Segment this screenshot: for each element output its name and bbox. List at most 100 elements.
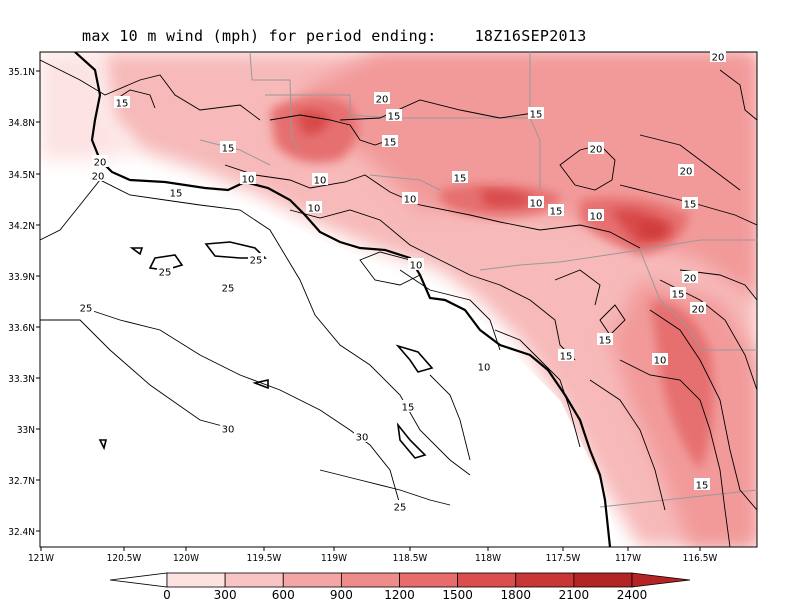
lat-label: 33.3N [8, 374, 35, 385]
contour-label: 10 [528, 196, 544, 210]
contour-label: 20 [682, 271, 698, 285]
contour-label: 25 [248, 253, 264, 267]
lat-label: 34.2N [8, 221, 35, 232]
contour-label-text: 25 [80, 304, 93, 315]
contour-label-text: 15 [599, 336, 612, 347]
contour-label-text: 15 [222, 144, 235, 155]
colorbar-label: 1200 [384, 588, 415, 600]
contour-label: 10 [588, 209, 604, 223]
contour-label-text: 10 [314, 176, 327, 187]
contour-label: 15 [597, 333, 613, 347]
longitude-axis: 121W 120.5W 120W 119.5W 119W 118.5W 118W… [28, 547, 717, 564]
contour-label-text: 15 [696, 481, 709, 492]
lon-label: 116.5W [683, 553, 718, 564]
contour-label: 25 [78, 301, 94, 315]
contour-label-text: 20 [590, 145, 603, 156]
contour-label: 20 [710, 50, 726, 64]
contour-label-text: 25 [159, 268, 172, 279]
lon-label: 119W [321, 553, 347, 564]
contour-label-text: 10 [410, 261, 423, 272]
contour-label: 10 [402, 192, 418, 206]
lon-label: 117W [615, 553, 641, 564]
contour-label: 15 [220, 141, 236, 155]
contour-label-text: 10 [654, 356, 667, 367]
contour-label: 15 [452, 171, 468, 185]
contour-label: 20 [374, 92, 390, 106]
map-overlays [40, 52, 757, 547]
contour-label-text: 25 [250, 256, 263, 267]
contour-label: 10 [306, 201, 322, 215]
contour-label-text: 30 [222, 425, 235, 436]
colorbar-cell [399, 572, 459, 588]
colorbar-label: 0 [163, 588, 171, 600]
colorbar-label: 2400 [617, 588, 648, 600]
contour-label: 20 [690, 302, 706, 316]
contour-label-text: 15 [672, 290, 685, 301]
contour-label: 15 [114, 96, 130, 110]
colorbar-left-arrow [109, 572, 168, 588]
contour-label: 15 [558, 349, 574, 363]
contour-label-text: 15 [560, 352, 573, 363]
contour-label-text: 15 [116, 99, 129, 110]
lat-label: 32.7N [8, 476, 35, 487]
colorbar-label: 900 [330, 588, 353, 600]
contour-label: 30 [220, 422, 236, 436]
contour-label: 15 [548, 204, 564, 218]
colorbar-cell [457, 572, 517, 588]
contour-label-text: 20 [712, 53, 725, 64]
colorbar-label: 300 [214, 588, 237, 600]
contour-label: 10 [408, 258, 424, 272]
contour-label-text: 10 [590, 212, 603, 223]
lon-label: 117.5W [546, 553, 581, 564]
contour-label: 15 [682, 197, 698, 211]
contour-label-text: 25 [394, 503, 407, 514]
contour-labels: 20 15 20 15 15 15 10 10 10 15 10 15 10 15 20 20 20 15 15 20… [78, 50, 726, 514]
colorbar-cell [515, 572, 575, 588]
lat-label: 34.8N [8, 118, 35, 129]
contour-label-text: 25 [222, 284, 235, 295]
contour-label: 10 [652, 353, 668, 367]
contour-label: 15 [382, 135, 398, 149]
colorbar-cell [166, 572, 226, 588]
colorbar-label: 1500 [442, 588, 473, 600]
contour-label-text: 15 [454, 174, 467, 185]
colorbar-cell [573, 572, 633, 588]
contour-label: 15 [386, 109, 402, 123]
lat-label: 33N [17, 425, 35, 436]
colorbar-cell [340, 572, 400, 588]
contour-label-text: 15 [530, 110, 543, 121]
colorbar: 0 300 600 900 1200 1500 1800 2100 2400 [109, 572, 691, 600]
contour-label: 15 [400, 400, 416, 414]
contour-label-text: 10 [404, 195, 417, 206]
contour-label: 25 [392, 500, 408, 514]
lon-label: 120.5W [107, 553, 142, 564]
contour-label: 10 [240, 172, 256, 186]
contour-label: 10 [312, 173, 328, 187]
contour-label-text: 10 [242, 175, 255, 186]
colorbar-label: 1800 [500, 588, 531, 600]
title-text: max 10 m wind (mph) for period ending: [82, 27, 437, 45]
contour-label-text: 15 [384, 138, 397, 149]
lat-label: 33.9N [8, 272, 35, 283]
colorbar-label: 2100 [559, 588, 590, 600]
contour-label-text: 10 [308, 204, 321, 215]
lat-label: 34.5N [8, 170, 35, 181]
contour-label-text: 15 [170, 189, 183, 200]
lon-label: 120W [173, 553, 199, 564]
contour-label-text: 15 [550, 207, 563, 218]
contour-label-text: 20 [680, 167, 693, 178]
colorbar-cell [224, 572, 284, 588]
contour-label-text: 20 [376, 95, 389, 106]
lat-label: 35.1N [8, 67, 35, 78]
contour-label-text: 20 [92, 172, 105, 183]
contour-label-text: 15 [388, 112, 401, 123]
contour-label: 20 [92, 155, 108, 169]
colorbar-right-arrow [631, 572, 691, 588]
valid-time: 18Z16SEP2013 [474, 27, 587, 45]
contour-label: 30 [354, 430, 370, 444]
lat-label: 33.6N [8, 323, 35, 334]
contour-label: 20 [588, 142, 604, 156]
lon-label: 118W [475, 553, 501, 564]
contour-label: 25 [157, 265, 173, 279]
